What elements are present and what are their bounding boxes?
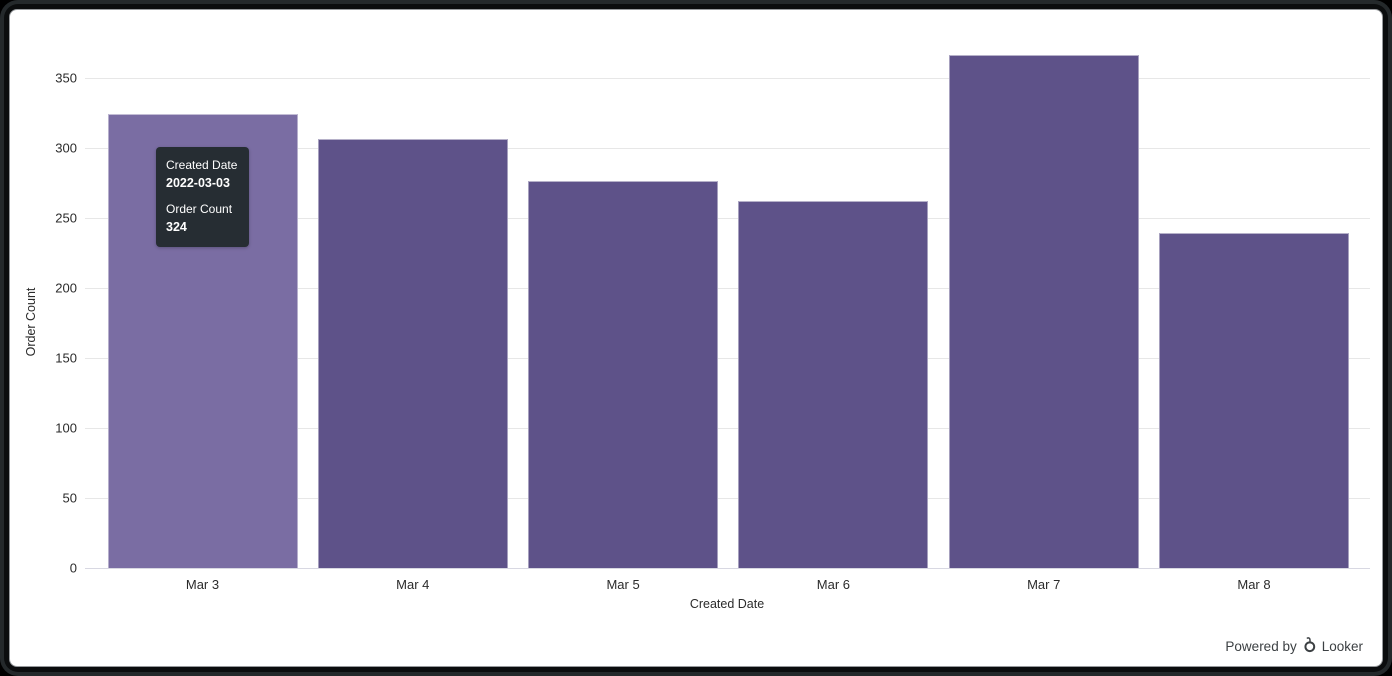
y-tick-label-100: 100 (55, 420, 77, 435)
x-axis-title: Created Date (689, 597, 765, 611)
y-tick-label-350: 350 (55, 70, 77, 85)
bar-mar-5[interactable] (528, 181, 719, 568)
powered-by-looker[interactable]: Powered by Looker (1225, 636, 1363, 656)
gridline-y-350 (85, 77, 1370, 79)
bar-mar-6[interactable] (738, 200, 929, 568)
tooltip-measure-value: 324 (166, 219, 187, 234)
gridline-y-50 (85, 497, 1370, 499)
bar-mar-4[interactable] (317, 139, 508, 568)
gridline-y-300 (85, 147, 1370, 149)
bar-mar-8[interactable] (1159, 232, 1349, 568)
gridline-y-100 (85, 427, 1370, 429)
gridline-y-0 (85, 567, 1370, 569)
tooltip-dimension-value: 2022-03-03 (166, 176, 230, 190)
y-axis-title: Order Count (24, 287, 38, 357)
x-tick-label-mar-3: Mar 3 (185, 577, 220, 592)
tooltip-dimension: Created Date 2022-03-03 (166, 158, 239, 192)
y-tick-label-200: 200 (55, 280, 77, 295)
chart-tooltip: Created Date 2022-03-03 Order Count 324 (156, 147, 249, 248)
tooltip-dimension-label: Created Date (166, 158, 238, 172)
x-tick-label-mar-6: Mar 6 (816, 577, 850, 592)
gridline-y-200 (85, 287, 1370, 289)
y-tick-label-250: 250 (55, 210, 77, 225)
brand-name: Looker (1321, 638, 1363, 654)
x-tick-label-mar-8: Mar 8 (1237, 577, 1271, 592)
x-tick-label-mar-4: Mar 4 (396, 577, 430, 592)
x-tick-label-mar-5: Mar 5 (606, 577, 640, 592)
gridline-y-150 (85, 357, 1370, 359)
tooltip-measure: Order Count 324 (166, 202, 239, 236)
tooltip-measure-label: Order Count (166, 201, 233, 216)
y-tick-label-50: 50 (62, 490, 77, 505)
powered-by-label: Powered by (1225, 638, 1297, 654)
gridline-y-250 (85, 217, 1370, 219)
bar-mar-7[interactable] (948, 55, 1139, 568)
y-tick-label-300: 300 (55, 140, 77, 155)
x-tick-label-mar-7: Mar 7 (1027, 577, 1061, 592)
looker-logo-icon (1302, 636, 1317, 656)
y-tick-label-150: 150 (55, 350, 77, 365)
chart-panel: Order Count Created Date Created Date 20… (10, 10, 1382, 666)
y-tick-label-0: 0 (69, 560, 77, 575)
